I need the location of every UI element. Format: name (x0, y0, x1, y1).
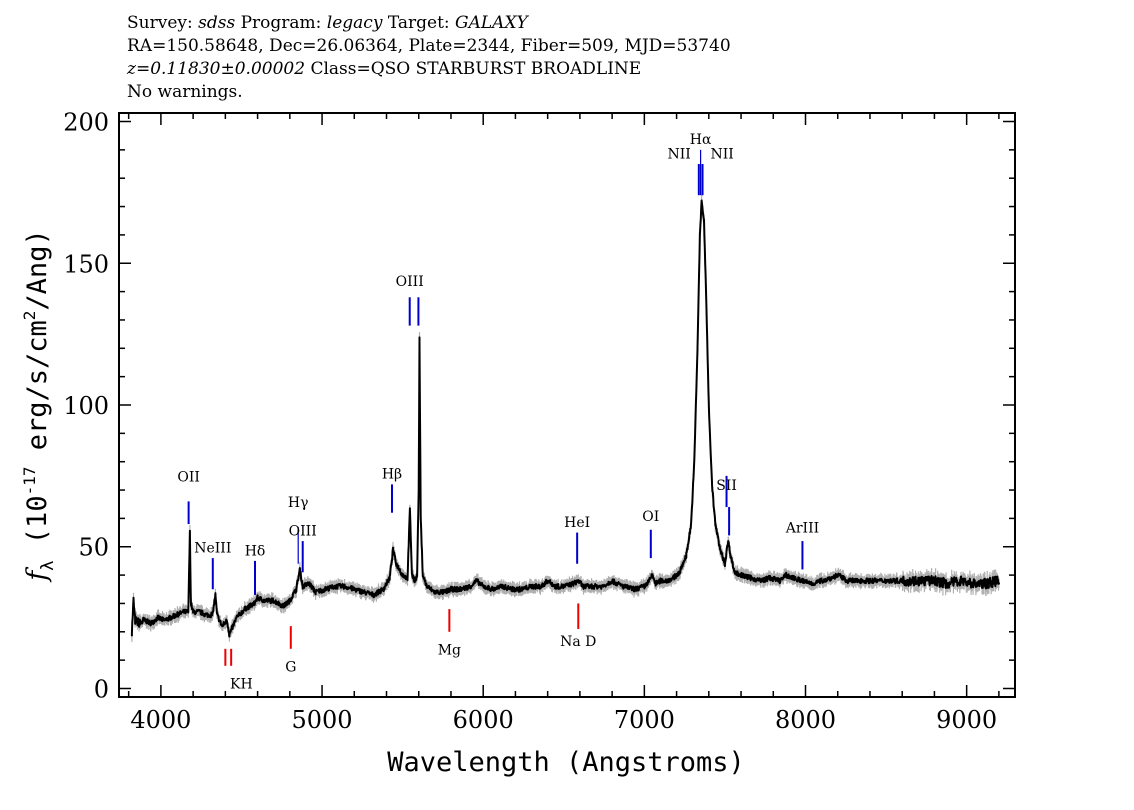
line-label-4: OIII (289, 523, 317, 539)
header-line-survey: Survey: sdss Program: legacy Target: GAL… (127, 12, 731, 35)
header-line-redshift: z=0.11830±0.00002 Class=QSO STARBURST BR… (127, 58, 731, 81)
target-label: Target: (382, 13, 456, 33)
line-label-18: G (285, 659, 296, 675)
line-label-2: Hδ (245, 543, 266, 559)
error-band (131, 194, 1000, 643)
line-label-12: OI (642, 509, 659, 525)
y-axis-label: fλ (10-17 erg/s/cm2/Ang) (20, 229, 58, 582)
axes-layer: 4000 5000 6000 7000 8000 9000 0 50 100 150 200 (63, 109, 1016, 734)
y-tick-label: 50 (78, 534, 109, 562)
x-tick-label: 9000 (936, 706, 997, 734)
line-label-11: HeI (564, 515, 590, 531)
line-label-1: NeIII (194, 540, 231, 556)
line-label-0: OII (177, 470, 200, 486)
error-band-layer (131, 194, 1000, 643)
x-tick-label: 8000 (775, 706, 836, 734)
line-label-16: KH (230, 676, 253, 692)
x-tick-label: 4000 (130, 706, 191, 734)
survey-label: Survey: (127, 13, 199, 33)
line-label-9: Hα (690, 132, 712, 148)
line-label-13: SII (716, 478, 737, 494)
survey-value: sdss (198, 13, 236, 33)
line-label-5: Hβ (382, 467, 402, 483)
spectrum-header: Survey: sdss Program: legacy Target: GAL… (127, 12, 731, 104)
header-line-coordinates: RA=150.58648, Dec=26.06364, Plate=2344, … (127, 36, 731, 56)
x-tick-label: 5000 (292, 706, 353, 734)
flux-line (130, 199, 1000, 638)
redshift-value: z=0.11830±0.00002 (127, 59, 306, 79)
line-label-3: Hγ (288, 495, 309, 511)
program-label: Program: (235, 13, 327, 33)
y-tick-label: 100 (63, 392, 109, 420)
header-line-warnings: No warnings. (127, 82, 243, 102)
line-label-6: OIII (396, 274, 424, 290)
line-label-10: NII (711, 146, 734, 162)
line-label-15: ArIII (785, 521, 819, 537)
line-label-8: NII (668, 146, 691, 162)
line-label-20: Na D (560, 634, 596, 650)
svg-text:fλ (10-17 erg/s/cm2/Ang): fλ (10-17 erg/s/cm2/Ang) (20, 229, 58, 582)
y-tick-label: 150 (63, 250, 109, 278)
program-value: legacy (326, 13, 383, 33)
class-value: Class=QSO STARBURST BROADLINE (305, 59, 642, 79)
y-tick-label: 0 (94, 675, 109, 703)
line-label-19: Mg (438, 642, 461, 658)
x-tick-label: 6000 (453, 706, 514, 734)
y-tick-label: 200 (63, 109, 109, 137)
x-tick-label: 7000 (614, 706, 675, 734)
x-axis-label: Wavelength (Angstroms) (387, 747, 745, 778)
flux-layer (130, 199, 1000, 638)
target-value: GALAXY (455, 13, 528, 33)
